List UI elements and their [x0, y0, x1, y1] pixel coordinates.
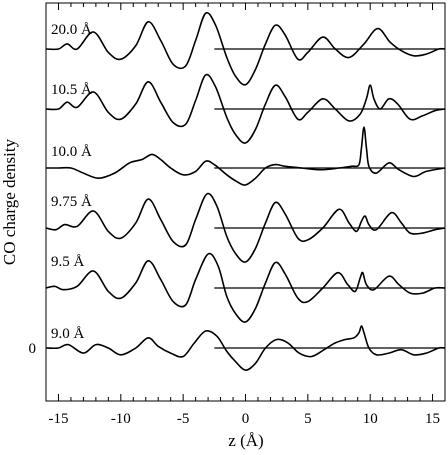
series-curves [45, 11, 446, 371]
series-curve [45, 11, 446, 86]
series-label: 10.5 Å [51, 82, 92, 98]
plot-frame [45, 2, 446, 402]
x-tick-label: -5 [177, 411, 190, 427]
series-label: 10.0 Å [51, 144, 92, 160]
x-tick-label: 15 [425, 411, 440, 427]
x-axis-label: z (Å) [228, 431, 263, 450]
y-tick-label: 0 [29, 341, 37, 357]
x-tick-label: -10 [111, 411, 131, 427]
series-curve [45, 325, 446, 371]
x-tick-label: 0 [242, 411, 250, 427]
series-curve [45, 252, 446, 323]
x-tick-label: 10 [363, 411, 378, 427]
y-axis-ticks: 0 [29, 341, 52, 357]
series-label: 9.5 Å [51, 254, 85, 270]
series-label: 9.75 Å [51, 194, 92, 210]
series-label: 20.0 Å [51, 22, 92, 38]
series-curve [45, 73, 446, 144]
x-tick-label: 5 [304, 411, 312, 427]
series-curve [45, 192, 446, 263]
x-tick-label: -15 [48, 411, 68, 427]
x-axis-ticks: -15 -10 -5 0 5 10 15 [45, 3, 446, 427]
series-label: 9.0 Å [51, 326, 85, 342]
y-axis-label: CO charge density [0, 138, 19, 265]
series-baselines [214, 48, 445, 349]
series-curve [46, 126, 446, 186]
series-labels: 20.0 Å 10.5 Å 10.0 Å 9.75 Å 9.5 Å 9.0 Å [51, 22, 92, 342]
